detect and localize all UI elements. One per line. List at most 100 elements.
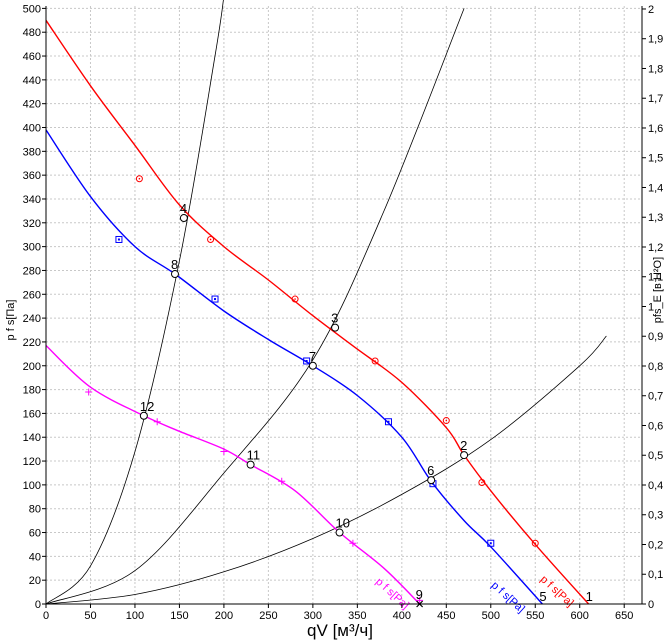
operating-point-label: 12 xyxy=(140,399,154,414)
y-tick-label: 360 xyxy=(23,170,41,182)
axes xyxy=(45,6,643,605)
x-tick-label: 150 xyxy=(170,610,188,622)
y-tick-label: 140 xyxy=(23,432,41,444)
operating-point-marker xyxy=(170,270,179,279)
x-tick-label: 100 xyxy=(126,610,144,622)
operating-point-label: 7 xyxy=(309,349,316,364)
series-marker xyxy=(153,418,161,426)
grid xyxy=(45,6,642,605)
series-marker-dot xyxy=(374,360,376,362)
y2-tick-label: 0,1 xyxy=(648,569,663,581)
y-tick-label: 460 xyxy=(23,51,41,63)
y-tick-label: 180 xyxy=(23,385,41,397)
series-marker-dot xyxy=(387,420,390,423)
y-tick-label: 0 xyxy=(35,599,41,611)
operating-point-marker xyxy=(308,361,317,370)
y-tick-label: 320 xyxy=(23,218,41,230)
y-tick-label: 300 xyxy=(23,242,41,254)
x-tick-label: 50 xyxy=(84,610,96,622)
system-curve xyxy=(45,8,465,605)
end-point-label: 5 xyxy=(539,589,546,604)
y-tick-label: 400 xyxy=(23,123,41,135)
y-tick-label: 340 xyxy=(23,194,41,206)
x-axis-label: qV [м³/ч] xyxy=(307,621,373,640)
end-point-label: 1 xyxy=(586,589,593,604)
series-marker xyxy=(211,295,219,303)
x-tick-label: 650 xyxy=(615,610,633,622)
y2-tick-label: 1 xyxy=(648,301,654,313)
y2-tick-label: 0 xyxy=(648,599,654,611)
series-marker xyxy=(278,477,286,485)
series-marker-dot xyxy=(209,238,212,241)
series-marker xyxy=(416,596,424,604)
y-tick-label: 80 xyxy=(29,504,41,516)
operating-points: 2 3 4 6 7 8 9 10 11 12 1 5 xyxy=(139,201,593,608)
operating-point-label: 10 xyxy=(336,516,350,531)
series-line-2 xyxy=(45,344,421,605)
system-curves xyxy=(45,0,607,605)
series-marker xyxy=(135,175,143,183)
y-tick-label: 480 xyxy=(23,27,41,39)
y2-tick-label: 1,1 xyxy=(648,272,663,284)
series-marker-dot xyxy=(481,481,483,484)
series-marker-dot xyxy=(214,298,217,301)
y-tick-label: 100 xyxy=(23,480,41,492)
y2-tick-label: 0,5 xyxy=(648,450,663,462)
x-tick-label: 200 xyxy=(215,610,233,622)
series-marker xyxy=(349,539,357,547)
y2-tick-label: 0,3 xyxy=(648,510,663,522)
series-marker xyxy=(487,539,495,547)
operating-point-marker xyxy=(460,451,469,460)
series-marker-dot xyxy=(138,177,141,180)
series-marker-dot xyxy=(117,238,120,241)
x-tick-label: 500 xyxy=(482,610,500,622)
operating-point-label: 4 xyxy=(180,201,187,216)
operating-point-marker xyxy=(139,411,148,420)
operating-point-label: 11 xyxy=(247,448,261,463)
series-marker-dot xyxy=(534,542,537,545)
operating-point-marker xyxy=(246,460,255,469)
y2-tick-label: 0,6 xyxy=(648,420,663,432)
operating-point-marker xyxy=(331,323,340,332)
series-marker xyxy=(220,448,228,456)
y2-tick-label: 1,7 xyxy=(648,93,663,105)
series-marker xyxy=(207,235,215,243)
tick-labels: 0 50 100 150 200 250 300 350 400 450 500 550 600 6500… xyxy=(23,3,664,622)
y2-tick-label: 1,9 xyxy=(648,34,663,46)
y-tick-label: 280 xyxy=(23,265,41,277)
x-tick-label: 600 xyxy=(571,610,589,622)
y2-tick-label: 1,6 xyxy=(648,123,663,135)
series-marker xyxy=(384,418,392,426)
operating-point-marker xyxy=(427,476,436,485)
y2-tick-label: 1,5 xyxy=(648,153,663,165)
y2-tick-label: 0,8 xyxy=(648,361,663,373)
operating-point-label: 8 xyxy=(171,257,178,272)
y-tick-label: 20 xyxy=(29,575,41,587)
system-curve xyxy=(45,0,224,605)
y2-tick-label: 0,4 xyxy=(648,480,663,492)
series-marker xyxy=(115,235,123,243)
y2-tick-label: 1,8 xyxy=(648,63,663,75)
y2-tick-label: 1,4 xyxy=(648,182,663,194)
system-curve xyxy=(45,335,607,605)
y-tick-label: 60 xyxy=(29,528,41,540)
operating-point-label: 9 xyxy=(416,587,423,602)
series-marker xyxy=(303,357,311,365)
y2-tick-label: 2 xyxy=(648,4,654,16)
y2-tick-label: 0,7 xyxy=(648,391,663,403)
x-tick-label: 400 xyxy=(393,610,411,622)
operating-point-label: 6 xyxy=(427,463,434,478)
series-marker-dot xyxy=(489,542,492,545)
series-marker xyxy=(291,295,299,303)
y-axis-label: p f s[Па] xyxy=(5,300,17,341)
y-tick-label: 440 xyxy=(23,75,41,87)
y-tick-label: 500 xyxy=(23,3,41,15)
series-marker xyxy=(531,539,539,547)
series-marker-dot xyxy=(305,359,308,362)
series-marker-dot xyxy=(445,419,448,422)
y2-axis-label: pfs_E [в Н²О] xyxy=(652,257,664,323)
x-tick-label: 0 xyxy=(43,610,49,622)
x-tick-label: 550 xyxy=(526,610,544,622)
x-tick-label: 300 xyxy=(304,610,322,622)
